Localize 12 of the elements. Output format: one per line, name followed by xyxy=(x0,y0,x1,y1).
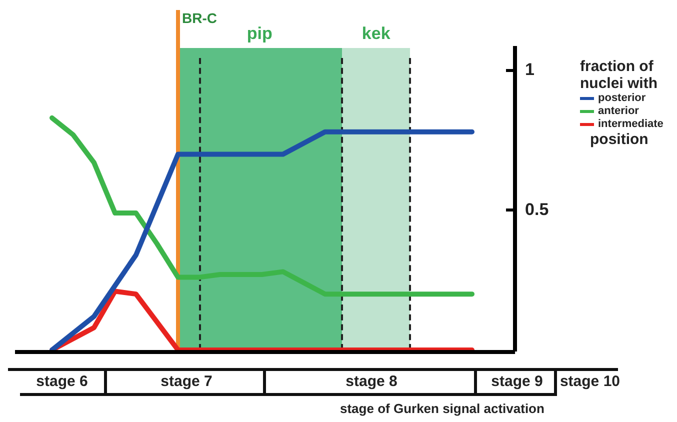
stage-table: stage 6 stage 7 stage 8 stage 9 stage 10 xyxy=(8,368,618,395)
annotation: position xyxy=(590,131,650,148)
text: pip xyxy=(246,24,272,44)
x-axis-title: stage of Gurken signal activation xyxy=(340,401,544,416)
y-tick-label: 1 xyxy=(525,60,535,80)
legend-label: posterior xyxy=(597,92,647,105)
legend-label: anterior xyxy=(597,105,640,118)
text: BR-C xyxy=(182,10,217,26)
y-tick-label: 0.5 xyxy=(525,200,549,219)
legend-label: intermediate xyxy=(597,118,664,131)
text: kek xyxy=(362,24,390,44)
legend-title: fraction of nuclei with xyxy=(580,58,659,92)
